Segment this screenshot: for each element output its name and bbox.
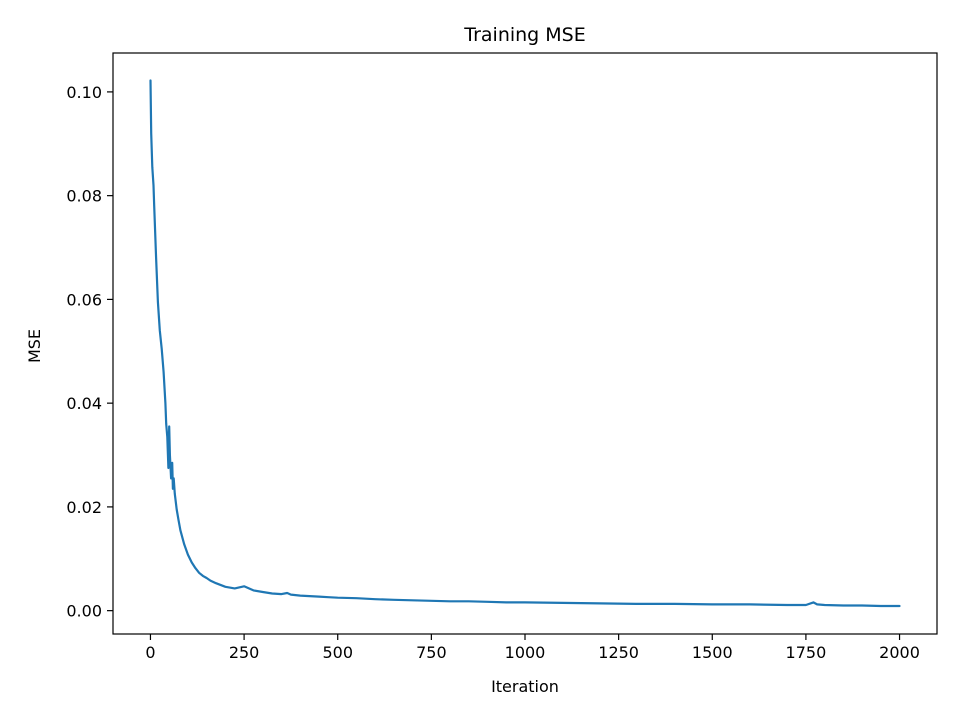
x-tick-label: 1250 — [598, 643, 639, 662]
y-tick-label: 0.06 — [66, 290, 102, 309]
x-tick-label: 750 — [416, 643, 447, 662]
y-tick-label: 0.00 — [66, 602, 102, 621]
x-tick-label: 1750 — [786, 643, 827, 662]
axis-ticks: 0 250 500 750 1000 1250 1500 1750 2000 0.00 0.02 0.… — [66, 83, 920, 662]
chart-title: Training MSE — [463, 24, 585, 46]
x-tick-label: 1000 — [505, 643, 546, 662]
y-tick-label: 0.08 — [66, 187, 102, 206]
y-tick-label: 0.10 — [66, 83, 102, 102]
plot-frame — [112, 52, 938, 635]
mse-series-line — [149, 79, 901, 608]
y-tick-label: 0.04 — [66, 394, 102, 413]
x-tick-label: 2000 — [879, 643, 920, 662]
x-axis-label: Iteration — [491, 677, 559, 696]
x-tick-label: 250 — [229, 643, 260, 662]
y-tick-label: 0.02 — [66, 498, 102, 517]
x-tick-label: 1500 — [692, 643, 733, 662]
x-tick-label: 0 — [145, 643, 155, 662]
x-tick-label: 500 — [322, 643, 353, 662]
y-axis-label: MSE — [25, 329, 44, 363]
